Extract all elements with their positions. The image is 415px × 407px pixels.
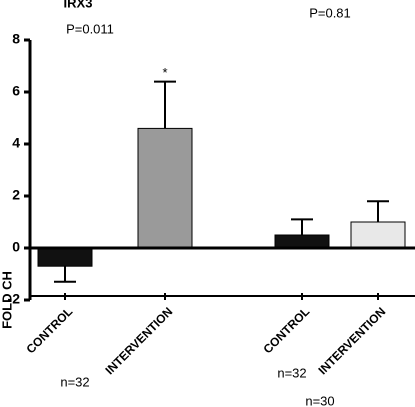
x-tick-label: CONTROL: [261, 304, 313, 356]
n-label: n=30: [305, 393, 334, 407]
y-tick-label: 4: [12, 135, 20, 151]
y-axis-label: FOLD CH: [0, 271, 14, 329]
p-value: P=0.81: [309, 5, 351, 20]
bar: [274, 234, 330, 249]
bar: [37, 247, 93, 267]
x-tick-label: INTERVENTION: [102, 304, 175, 377]
y-tick-label: -2: [8, 291, 21, 307]
y-tick-label: 2: [12, 187, 20, 203]
n-label: n=32: [277, 365, 306, 380]
y-tick-label: 8: [12, 31, 20, 47]
p-value: P=0.011: [66, 21, 114, 36]
chart-title: IRX3: [64, 0, 93, 10]
bar: [350, 221, 406, 249]
x-tick-label: INTERVENTION: [315, 304, 388, 377]
y-tick-label: 6: [12, 83, 20, 99]
x-tick-label: CONTROL: [24, 304, 76, 356]
bar: [137, 127, 193, 249]
significance: *: [162, 65, 167, 80]
y-tick-label: 0: [12, 239, 20, 255]
n-label: n=32: [60, 374, 89, 389]
